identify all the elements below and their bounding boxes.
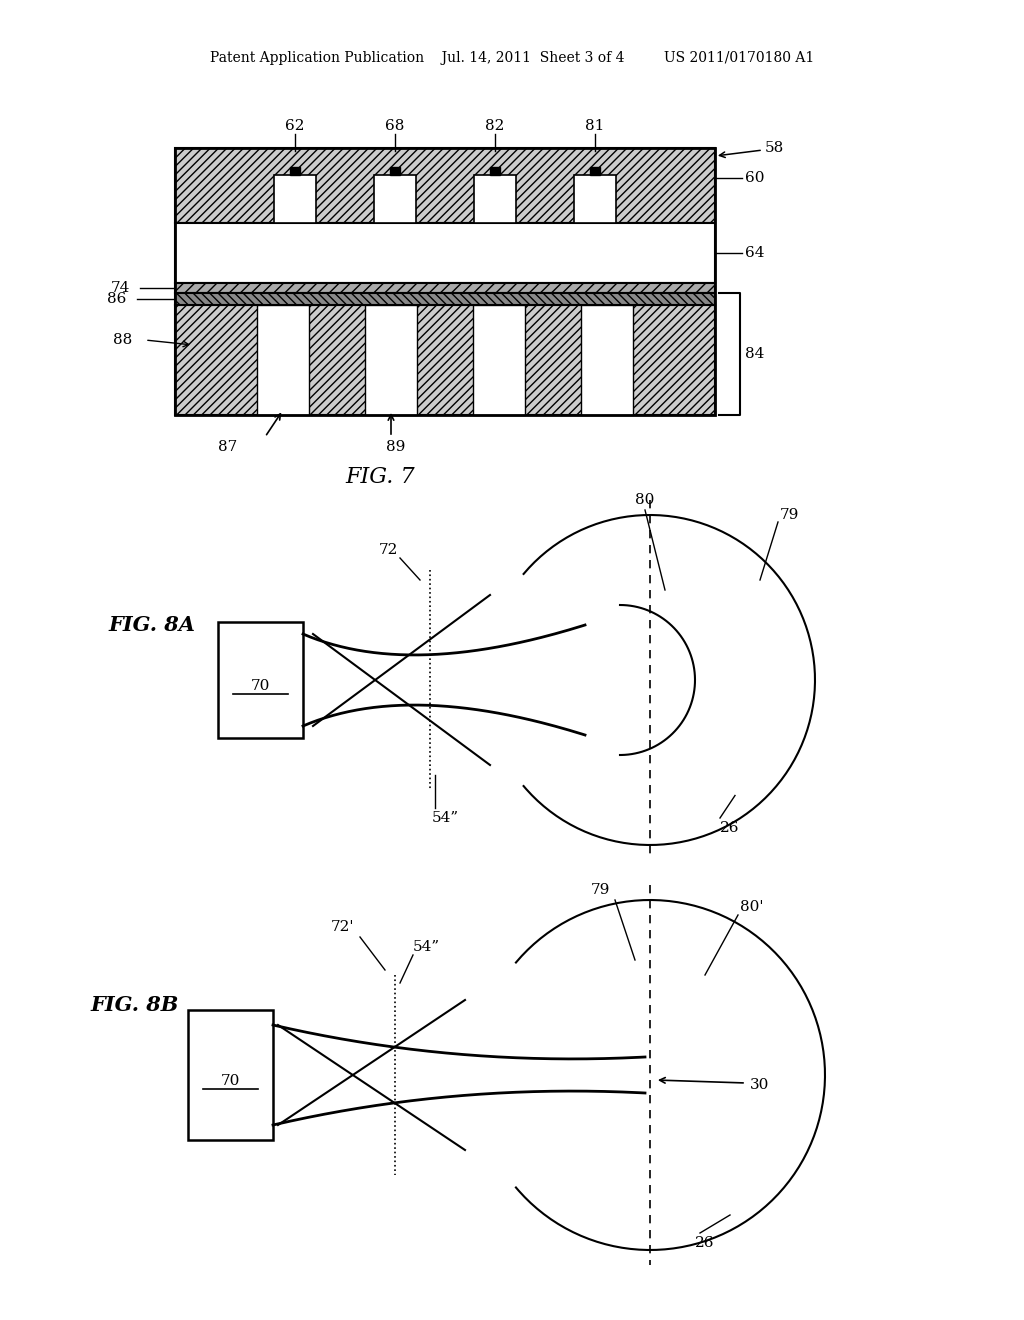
Text: 58: 58 <box>765 141 784 154</box>
Text: 74: 74 <box>111 281 130 294</box>
Bar <box>188 1010 273 1140</box>
Text: 82: 82 <box>485 119 505 133</box>
Text: 79: 79 <box>780 508 800 521</box>
Bar <box>374 176 416 223</box>
Text: 54”: 54” <box>413 940 440 954</box>
Text: FIG. 7: FIG. 7 <box>345 466 415 488</box>
Bar <box>274 176 316 223</box>
Text: 68: 68 <box>385 119 404 133</box>
Text: 30: 30 <box>750 1078 769 1092</box>
Bar <box>175 293 715 305</box>
Text: 70: 70 <box>251 678 270 693</box>
Text: 87: 87 <box>218 440 238 454</box>
Text: 79: 79 <box>590 883 609 898</box>
Text: 81: 81 <box>586 119 605 133</box>
Text: 88: 88 <box>114 333 133 347</box>
Text: 26: 26 <box>695 1236 715 1250</box>
Bar <box>581 305 633 414</box>
Bar <box>257 305 309 414</box>
Bar <box>175 148 715 223</box>
Text: 70: 70 <box>221 1074 241 1088</box>
Bar <box>490 168 500 176</box>
Text: Patent Application Publication    Jul. 14, 2011  Sheet 3 of 4         US 2011/01: Patent Application Publication Jul. 14, … <box>210 51 814 65</box>
Bar <box>175 282 715 293</box>
Text: 64: 64 <box>745 246 765 260</box>
Bar <box>218 622 303 738</box>
Text: FIG. 8B: FIG. 8B <box>90 995 178 1015</box>
Bar <box>474 176 516 223</box>
Bar <box>175 148 715 414</box>
Text: 54”: 54” <box>431 810 459 825</box>
Text: 60: 60 <box>745 170 765 185</box>
Bar <box>290 168 300 176</box>
Text: 80': 80' <box>740 900 764 913</box>
Bar <box>175 223 715 282</box>
Bar <box>365 305 417 414</box>
Text: 72': 72' <box>331 920 354 935</box>
Text: 89: 89 <box>386 440 406 454</box>
Text: 26: 26 <box>720 821 739 836</box>
Text: 62: 62 <box>286 119 305 133</box>
Bar <box>175 305 715 414</box>
Bar <box>390 168 400 176</box>
Bar <box>473 305 525 414</box>
Text: 80: 80 <box>635 492 654 507</box>
Text: FIG. 8A: FIG. 8A <box>108 615 195 635</box>
Text: 72: 72 <box>378 543 397 557</box>
Bar <box>590 168 600 176</box>
Text: 84: 84 <box>745 347 764 360</box>
Text: 86: 86 <box>108 292 127 306</box>
Bar <box>574 176 616 223</box>
